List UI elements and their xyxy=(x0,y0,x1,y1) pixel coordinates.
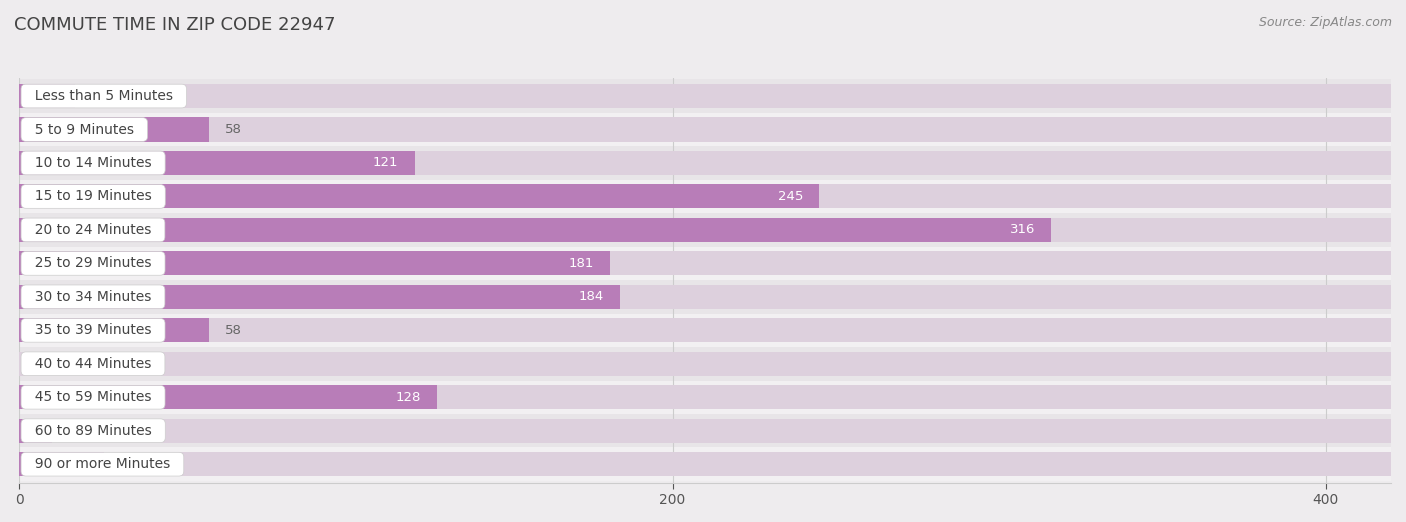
Text: 184: 184 xyxy=(579,290,605,303)
Bar xyxy=(20,251,1391,276)
Bar xyxy=(20,117,208,141)
Text: 5 to 9 Minutes: 5 to 9 Minutes xyxy=(25,123,142,137)
Bar xyxy=(20,146,1391,180)
Bar xyxy=(20,385,1391,409)
Text: 30 to 34 Minutes: 30 to 34 Minutes xyxy=(25,290,160,304)
Bar xyxy=(20,419,1391,443)
Bar xyxy=(20,318,208,342)
Bar xyxy=(20,84,1391,108)
Text: 58: 58 xyxy=(225,123,242,136)
Text: 17: 17 xyxy=(91,90,108,102)
Text: 10 to 14 Minutes: 10 to 14 Minutes xyxy=(25,156,160,170)
Bar xyxy=(20,318,1391,342)
Bar xyxy=(20,352,1391,376)
Bar xyxy=(20,447,1391,481)
Text: 10: 10 xyxy=(69,424,86,437)
Text: 40 to 44 Minutes: 40 to 44 Minutes xyxy=(25,357,160,371)
Bar xyxy=(20,314,1391,347)
Bar xyxy=(20,419,52,443)
Bar xyxy=(20,347,1391,381)
Text: Source: ZipAtlas.com: Source: ZipAtlas.com xyxy=(1258,16,1392,29)
Text: 58: 58 xyxy=(225,324,242,337)
Text: 128: 128 xyxy=(395,391,420,404)
Bar xyxy=(20,414,1391,447)
Bar xyxy=(20,180,1391,213)
Text: 90 or more Minutes: 90 or more Minutes xyxy=(25,457,179,471)
Text: COMMUTE TIME IN ZIP CODE 22947: COMMUTE TIME IN ZIP CODE 22947 xyxy=(14,16,336,33)
Bar xyxy=(20,218,1052,242)
Bar xyxy=(20,381,1391,414)
Text: 60 to 89 Minutes: 60 to 89 Minutes xyxy=(25,424,160,438)
Bar xyxy=(20,452,104,476)
Text: 121: 121 xyxy=(373,157,398,170)
Bar xyxy=(20,280,1391,314)
Bar xyxy=(20,285,620,309)
Text: 26: 26 xyxy=(121,458,138,471)
Bar xyxy=(20,151,1391,175)
Bar xyxy=(20,218,1391,242)
Text: Less than 5 Minutes: Less than 5 Minutes xyxy=(25,89,181,103)
Bar xyxy=(20,251,610,276)
Text: 35 to 39 Minutes: 35 to 39 Minutes xyxy=(25,323,160,337)
Bar xyxy=(20,452,1391,476)
Bar xyxy=(20,117,1391,141)
Bar xyxy=(20,84,75,108)
Text: 20 to 24 Minutes: 20 to 24 Minutes xyxy=(25,223,160,237)
Text: 181: 181 xyxy=(569,257,595,270)
Bar xyxy=(20,184,820,208)
Bar xyxy=(20,247,1391,280)
Bar xyxy=(20,113,1391,146)
Text: 25 to 29 Minutes: 25 to 29 Minutes xyxy=(25,256,160,270)
Text: 245: 245 xyxy=(778,190,803,203)
Bar xyxy=(20,79,1391,113)
Text: 0: 0 xyxy=(35,357,44,370)
Bar xyxy=(20,184,1391,208)
Text: 45 to 59 Minutes: 45 to 59 Minutes xyxy=(25,390,160,404)
Bar xyxy=(20,213,1391,247)
Bar xyxy=(20,385,437,409)
Bar xyxy=(20,151,415,175)
Text: 316: 316 xyxy=(1010,223,1035,236)
Text: 15 to 19 Minutes: 15 to 19 Minutes xyxy=(25,189,160,204)
Bar xyxy=(20,285,1391,309)
